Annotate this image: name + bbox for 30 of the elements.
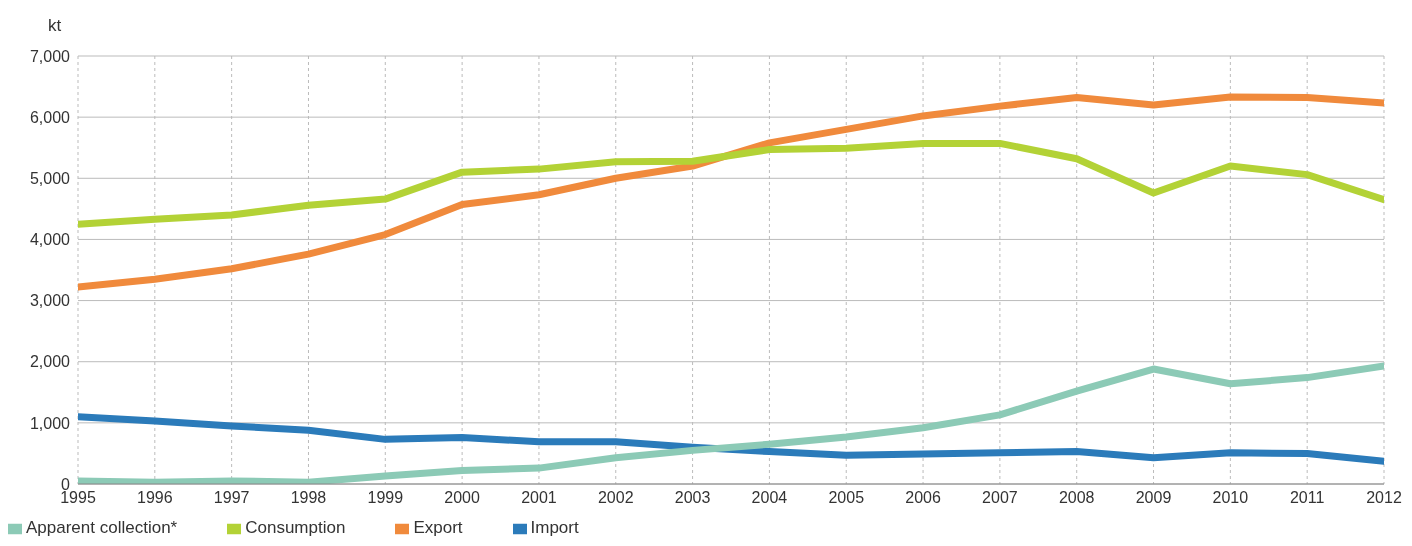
legend-label: Apparent collection* <box>26 518 178 537</box>
x-tick-label: 2004 <box>751 489 788 507</box>
y-tick-label: 4,000 <box>29 231 71 249</box>
x-tick-label: 2003 <box>674 489 711 507</box>
y-tick-label: 3,000 <box>29 292 71 310</box>
y-tick-label: 5,000 <box>29 169 71 187</box>
x-tick-label: 2000 <box>444 489 481 507</box>
x-tick-label: 2005 <box>828 489 865 507</box>
x-tick-label: 2008 <box>1058 489 1095 507</box>
x-tick-label: 2010 <box>1212 489 1249 507</box>
x-tick-label: 2002 <box>597 489 634 507</box>
x-tick-label: 2006 <box>905 489 941 507</box>
y-axis-title: kt <box>48 16 62 36</box>
x-tick-label: 1999 <box>367 489 404 507</box>
x-tick-label: 2011 <box>1289 489 1325 507</box>
x-tick-label: 1998 <box>290 489 327 507</box>
legend-label: Consumption <box>245 518 346 537</box>
x-tick-label: 2012 <box>1366 489 1402 507</box>
x-tick-label: 2001 <box>521 489 557 507</box>
legend-label: Export <box>413 518 463 537</box>
x-tick-label: 2007 <box>982 489 1018 507</box>
y-tick-label: 7,000 <box>29 47 71 65</box>
legend-label: Import <box>530 518 579 537</box>
y-tick-label: 1,000 <box>29 414 71 432</box>
x-tick-label: 1995 <box>60 489 96 507</box>
y-tick-label: 6,000 <box>29 108 71 126</box>
x-tick-label: 2009 <box>1135 489 1172 507</box>
x-tick-label: 1997 <box>213 489 250 507</box>
x-tick-label: 1996 <box>137 489 173 507</box>
y-tick-label: 2,000 <box>29 353 71 371</box>
